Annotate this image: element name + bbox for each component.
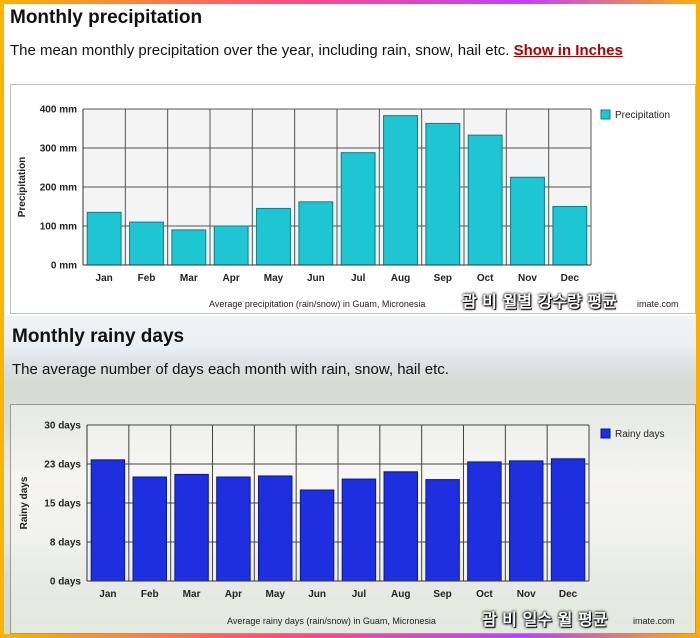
show-in-inches-link[interactable]: Show in Inches	[513, 42, 623, 59]
x-tick-label: Jul	[352, 589, 367, 600]
rainy-days-chart: 0 days 8 days 15 days 23 days 30 days Jan Feb M…	[10, 404, 696, 634]
y-tick-label: 400 mm	[40, 105, 77, 116]
bar-may	[256, 207, 291, 266]
rainy-days-section-title: Monthly rainy days	[12, 326, 185, 347]
bar-nov	[509, 460, 544, 582]
bar-jul	[340, 152, 376, 266]
bar-jan	[86, 211, 122, 266]
chart-caption: Average precipitation (rain/snow) in Gua…	[209, 299, 425, 309]
bar-nov	[510, 176, 545, 266]
bar-sep	[425, 479, 460, 582]
x-tick-label: Apr	[223, 273, 240, 284]
bar-may	[258, 475, 293, 582]
precipitation-section-title: Monthly precipitation	[10, 7, 203, 28]
y-tick-label: 0 mm	[51, 261, 77, 272]
x-tick-label: May	[264, 273, 284, 284]
legend-swatch	[600, 428, 611, 439]
x-tick-label: Nov	[517, 589, 536, 600]
legend-swatch	[600, 109, 611, 120]
legend-label: Rainy days	[615, 429, 664, 440]
bar-mar	[171, 229, 207, 266]
x-tick-label: May	[266, 589, 286, 600]
y-tick-label: 30 days	[44, 421, 81, 432]
chart-watermark-text: imate.com	[637, 299, 679, 309]
x-tick-label: Jun	[308, 589, 326, 600]
x-tick-label: Aug	[391, 273, 410, 284]
bar-jun	[298, 201, 334, 266]
x-tick-label: Dec	[559, 589, 578, 600]
bar-apr	[213, 225, 249, 266]
x-tick-label: Mar	[183, 589, 201, 600]
bar-dec	[552, 206, 588, 266]
rainy-days-section-description: The average number of days each month wi…	[12, 361, 449, 378]
rainy-days-overlay-caption: 괌 비 일수 월 평균	[482, 610, 608, 629]
x-tick-label: Jul	[351, 273, 366, 284]
x-tick-label: Oct	[476, 589, 493, 600]
y-axis-label: Precipitation	[17, 157, 28, 218]
bar-jan	[90, 459, 126, 582]
bar-oct	[467, 134, 503, 266]
y-tick-label: 15 days	[44, 499, 81, 510]
precipitation-chart-svg: 0 mm 100 mm 200 mm 300 mm 400 mm Jan Feb Mar Apr…	[17, 105, 679, 310]
x-tick-label: Jun	[307, 273, 325, 284]
bar-mar	[174, 473, 209, 582]
precipitation-chart: 0 mm 100 mm 200 mm 300 mm 400 mm Jan Feb Mar Apr…	[10, 84, 696, 314]
x-tick-label: Feb	[138, 273, 156, 284]
bar-jul	[341, 478, 377, 582]
x-tick-label: Mar	[180, 273, 198, 284]
x-tick-label: Feb	[141, 589, 159, 600]
precipitation-section-description: The mean monthly precipitation over the …	[10, 42, 623, 59]
x-tick-label: Apr	[225, 589, 242, 600]
chart-caption: Average rainy days (rain/snow) in Guam, …	[227, 616, 436, 626]
x-tick-label: Nov	[518, 273, 537, 284]
bar-feb	[132, 476, 167, 582]
x-tick-label: Oct	[477, 273, 494, 284]
bar-jun	[299, 489, 335, 582]
x-tick-label: Jan	[99, 589, 116, 600]
chart-watermark-text: imate.com	[633, 616, 675, 626]
x-tick-label: Sep	[433, 589, 451, 600]
bar-aug	[383, 115, 418, 266]
y-tick-label: 300 mm	[40, 144, 77, 155]
y-tick-label: 0 days	[50, 577, 82, 588]
y-tick-label: 23 days	[44, 460, 81, 471]
y-tick-label: 200 mm	[40, 183, 77, 194]
page-frame: Monthly precipitation The mean monthly p…	[4, 4, 696, 634]
bar-aug	[383, 471, 418, 582]
x-tick-label: Dec	[561, 273, 580, 284]
rainy-days-chart-svg: 0 days 8 days 15 days 23 days 30 days Jan Feb M…	[19, 421, 675, 627]
bar-oct	[467, 461, 502, 582]
x-tick-label: Sep	[434, 273, 452, 284]
bar-dec	[550, 458, 586, 582]
bar-sep	[425, 122, 461, 266]
y-tick-label: 100 mm	[40, 222, 77, 233]
precipitation-description-text: The mean monthly precipitation over the …	[10, 42, 510, 59]
x-tick-label: Aug	[391, 589, 410, 600]
bar-apr	[216, 476, 251, 582]
x-tick-label: Jan	[96, 273, 113, 284]
precipitation-overlay-caption: 괌 비 월별 강수량 평균	[462, 292, 617, 311]
legend-label: Precipitation	[615, 110, 670, 121]
bar-feb	[129, 221, 164, 266]
y-axis-label: Rainy days	[19, 476, 30, 529]
y-tick-label: 8 days	[50, 538, 82, 549]
